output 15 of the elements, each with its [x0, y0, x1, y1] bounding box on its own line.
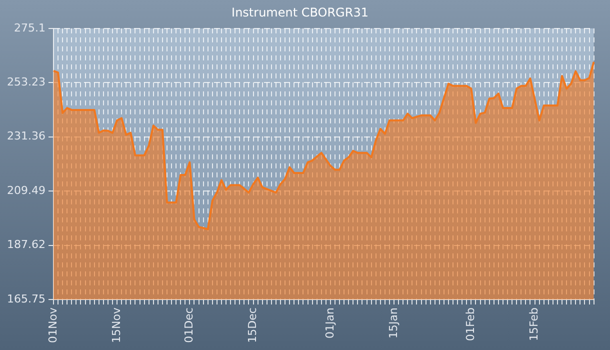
- chart-title: Instrument CBORGR31: [232, 5, 368, 20]
- x-tick-label: 01Nov: [46, 307, 60, 344]
- x-tick-label: 01Jan: [323, 308, 336, 339]
- y-tick-label: 275.1: [14, 21, 46, 34]
- x-tick-label: 15Jan: [386, 308, 400, 339]
- y-tick-label: 231.36: [6, 130, 46, 143]
- y-tick-label: 253.23: [6, 75, 46, 88]
- x-tick-label: 15Nov: [110, 307, 123, 344]
- y-tick-label: 187.62: [6, 238, 46, 252]
- x-tick-label: 01Feb: [464, 308, 478, 342]
- x-tick-label: 15Feb: [528, 308, 541, 342]
- x-tick-label: 01Dec: [182, 308, 196, 343]
- x-tick-label: 15Dec: [246, 308, 260, 343]
- y-tick-label: 165.75: [6, 292, 46, 306]
- y-tick-label: 209.49: [6, 184, 46, 197]
